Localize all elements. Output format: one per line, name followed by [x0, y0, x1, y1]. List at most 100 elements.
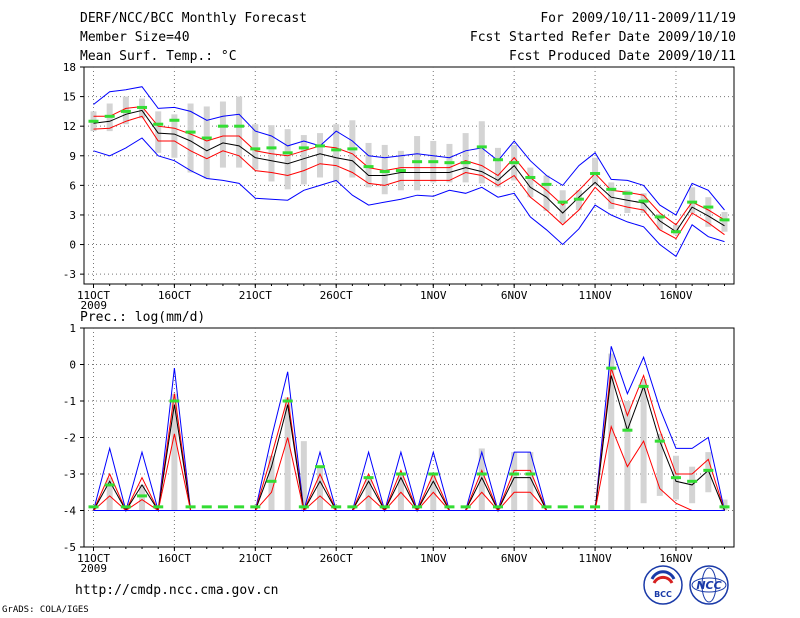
- temp-obs-tick: [331, 148, 342, 152]
- temp-spread-bar: [252, 124, 259, 170]
- temp-spread-bar: [721, 211, 728, 232]
- temp-obs-tick: [638, 199, 649, 203]
- temp-obs-tick: [169, 118, 180, 122]
- prec-obs-tick: [169, 399, 180, 403]
- temp-spread-bar: [284, 129, 291, 190]
- prec-spread-bar: [365, 477, 372, 511]
- temp-spread-bar: [478, 121, 485, 184]
- temp-obs-tick: [88, 119, 99, 123]
- temp-obs-tick: [347, 147, 358, 151]
- prec-spread-bar: [624, 401, 631, 511]
- temp-xtick-label: 1NOV: [420, 289, 447, 302]
- prec-obs-tick: [395, 472, 406, 476]
- temp-obs-tick: [557, 200, 568, 204]
- temp-obs-tick: [298, 146, 309, 150]
- temp-obs-tick: [670, 230, 681, 234]
- prec-xtick-label: 6NOV: [501, 552, 528, 565]
- temp-obs-tick: [266, 146, 277, 150]
- temp-spread-bar: [656, 213, 663, 230]
- temp-obs-tick: [492, 158, 503, 162]
- temp-obs-tick: [395, 169, 406, 173]
- prec-spread-bar: [317, 466, 324, 511]
- prec-ytick-label: 0: [69, 359, 76, 372]
- temp-obs-tick: [104, 114, 115, 118]
- prec-obs-tick: [137, 494, 148, 498]
- source-url[interactable]: http://cmdp.ncc.cma.gov.cn: [75, 583, 279, 598]
- prec-obs-tick: [492, 505, 503, 509]
- prec-obs-tick: [541, 505, 552, 509]
- chart-title: DERF/NCC/BCC Monthly Forecast: [80, 11, 307, 26]
- prec-spread-bar: [705, 452, 712, 493]
- temp-obs-tick: [412, 160, 423, 164]
- prec-obs-tick: [622, 428, 633, 432]
- temp-ytick-label: 15: [63, 91, 76, 104]
- prec-spread-bar: [300, 441, 307, 511]
- temp-obs-tick: [476, 145, 487, 149]
- temp-spread-bar: [672, 224, 679, 235]
- prec-obs-tick: [590, 505, 601, 509]
- prec-obs-tick: [298, 505, 309, 509]
- prec-spread-bar: [608, 353, 615, 511]
- temp-spread-bar: [689, 187, 696, 213]
- temp-line-upper: [93, 105, 725, 226]
- temp-plot-frame: [83, 66, 735, 285]
- prec-spread-bar: [656, 433, 663, 496]
- prec-obs-tick: [88, 505, 99, 509]
- prec-xtick-label: 21OCT: [239, 552, 272, 565]
- prec-obs-tick: [525, 472, 536, 476]
- forecast-period: For 2009/10/11-2009/11/19: [540, 11, 736, 26]
- temp-spread-bar: [624, 190, 631, 213]
- temp-spread-bar: [236, 96, 243, 168]
- prec-spread-bar: [511, 452, 518, 511]
- temp-obs-tick: [590, 172, 601, 176]
- prec-obs-tick: [250, 505, 261, 509]
- temp-spread-bar: [300, 135, 307, 185]
- temp-spread-bar: [187, 103, 194, 173]
- temp-line-mean: [93, 109, 725, 233]
- temp-obs-tick: [444, 161, 455, 165]
- temp-ytick-label: 12: [63, 120, 76, 133]
- temp-spread-bar: [494, 147, 501, 188]
- temp-spread-bar: [462, 133, 469, 183]
- temp-obs-tick: [363, 165, 374, 169]
- temp-obs-tick: [606, 187, 617, 191]
- temp-obs-tick: [379, 170, 390, 174]
- prec-year-label: 2009: [81, 562, 108, 575]
- grads-credit: GrADS: COLA/IGES: [2, 605, 89, 615]
- temp-spread-bar: [317, 133, 324, 178]
- temp-obs-tick: [654, 215, 665, 219]
- prec-obs-tick: [379, 505, 390, 509]
- prec-ytick-label: -4: [63, 505, 77, 518]
- temp-spread-bar: [333, 124, 340, 183]
- prec-obs-tick: [347, 505, 358, 509]
- prec-obs-tick: [266, 479, 277, 483]
- prec-obs-tick: [476, 472, 487, 476]
- temp-ytick-label: 18: [63, 61, 76, 74]
- prec-xtick-label: 26OCT: [320, 552, 353, 565]
- prec-spread-bar: [478, 448, 485, 511]
- temp-spread-bar: [559, 190, 566, 223]
- forecast-start-date: Fcst Started Refer Date 2009/10/10: [469, 30, 736, 45]
- prec-obs-tick: [557, 505, 568, 509]
- temp-obs-tick: [509, 161, 520, 165]
- temp-xtick-label: 11OCT: [77, 289, 110, 302]
- prec-ytick-label: -5: [63, 541, 76, 554]
- variable-label: Mean Surf. Temp.: °C: [80, 49, 237, 64]
- temp-xtick-label: 26OCT: [320, 289, 353, 302]
- temp-xtick-label: 16NOV: [659, 289, 692, 302]
- prec-obs-tick: [331, 505, 342, 509]
- prec-obs-tick: [315, 465, 326, 469]
- prec-obs-tick: [460, 505, 471, 509]
- temp-spread-bar: [155, 111, 162, 153]
- prec-obs-tick: [573, 505, 584, 509]
- temp-spread-bar: [171, 114, 178, 158]
- temp-line-min: [93, 137, 725, 258]
- prec-obs-tick: [363, 476, 374, 480]
- prec-xtick-label: 11NOV: [579, 552, 612, 565]
- prec-obs-tick: [687, 479, 698, 483]
- temp-spread-bar: [592, 157, 599, 186]
- prec-obs-tick: [120, 505, 131, 509]
- prec-spread-bar: [106, 477, 113, 511]
- temp-spread-bar: [608, 182, 615, 210]
- temp-ytick-label: 6: [69, 179, 76, 192]
